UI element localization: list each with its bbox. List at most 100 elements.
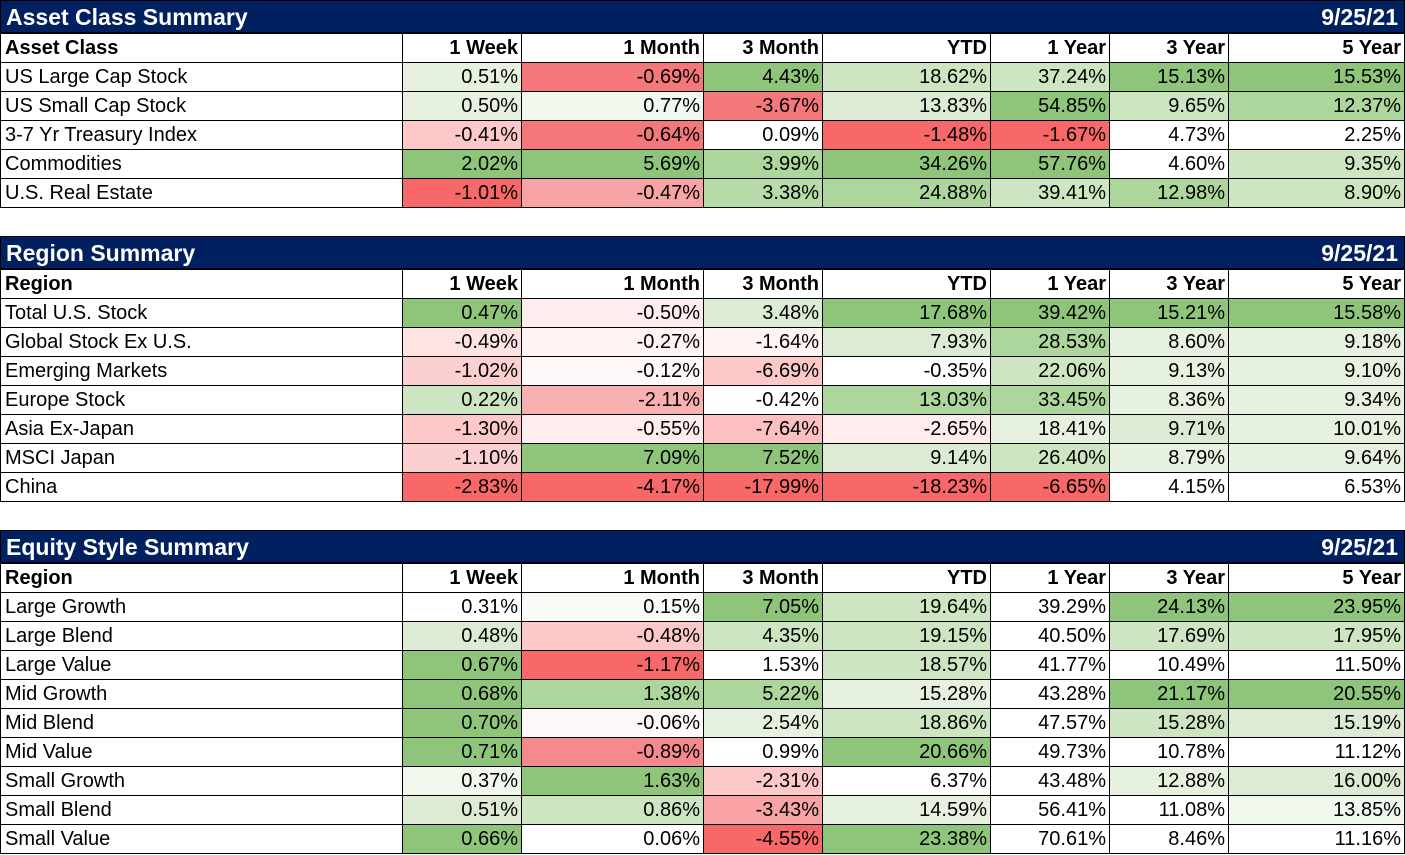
value-cell: 8.46% (1109, 824, 1229, 854)
value-cell: 7.09% (521, 443, 704, 473)
value-cell: 13.83% (822, 91, 991, 121)
value-cell: 22.06% (990, 356, 1110, 386)
value-cell: -1.02% (402, 356, 522, 386)
value-cell: 39.41% (990, 178, 1110, 208)
value-cell: 6.53% (1228, 472, 1405, 502)
row-label: China (0, 472, 403, 502)
value-cell: 21.17% (1109, 679, 1229, 709)
value-cell: 1.63% (521, 766, 704, 796)
row-label: US Large Cap Stock (0, 62, 403, 92)
table-row: U.S. Real Estate -1.01% -0.47% 3.38% 24.88% 3… (0, 178, 1405, 208)
row-label: Large Value (0, 650, 403, 680)
value-cell: -3.67% (703, 91, 823, 121)
value-cell: 37.24% (990, 62, 1110, 92)
value-cell: -6.65% (990, 472, 1110, 502)
row-label: Mid Blend (0, 708, 403, 738)
value-cell: 3.48% (703, 298, 823, 328)
value-cell: -18.23% (822, 472, 991, 502)
row-label: Total U.S. Stock (0, 298, 403, 328)
value-cell: 3.38% (703, 178, 823, 208)
value-cell: 13.85% (1228, 795, 1405, 825)
value-cell: -0.42% (703, 385, 823, 415)
column-header: 1 Week (402, 269, 522, 299)
value-cell: 9.65% (1109, 91, 1229, 121)
value-cell: 40.50% (990, 621, 1110, 651)
table-row: MSCI Japan -1.10% 7.09% 7.52% 9.14% 26.40% 8.7… (0, 443, 1405, 473)
value-cell: -0.64% (521, 120, 704, 150)
column-header: 3 Year (1109, 563, 1229, 593)
value-cell: 43.48% (990, 766, 1110, 796)
row-label: Small Growth (0, 766, 403, 796)
value-cell: 18.62% (822, 62, 991, 92)
value-cell: 15.13% (1109, 62, 1229, 92)
column-header: 1 Week (402, 563, 522, 593)
value-cell: 0.99% (703, 737, 823, 767)
value-cell: 12.88% (1109, 766, 1229, 796)
value-cell: 18.57% (822, 650, 991, 680)
value-cell: 7.05% (703, 592, 823, 622)
table-row: China -2.83% -4.17% -17.99% -18.23% -6.65% 4.1… (0, 472, 1405, 502)
value-cell: 9.34% (1228, 385, 1405, 415)
value-cell: 0.68% (402, 679, 522, 709)
value-cell: 15.28% (822, 679, 991, 709)
table-row: Asia Ex-Japan -1.30% -0.55% -7.64% -2.65% 18.… (0, 414, 1405, 444)
value-cell: 4.60% (1109, 149, 1229, 179)
row-label: US Small Cap Stock (0, 91, 403, 121)
value-cell: 9.71% (1109, 414, 1229, 444)
value-cell: 9.18% (1228, 327, 1405, 357)
value-cell: 4.15% (1109, 472, 1229, 502)
table-row: Europe Stock 0.22% -2.11% -0.42% 13.03% 33.45… (0, 385, 1405, 415)
value-cell: -2.31% (703, 766, 823, 796)
region-summary-section: Region Summary 9/25/21 Region 1 Week 1 Mon… (0, 236, 1405, 502)
value-cell: 4.43% (703, 62, 823, 92)
value-cell: 43.28% (990, 679, 1110, 709)
value-cell: 0.48% (402, 621, 522, 651)
value-cell: 0.06% (521, 824, 704, 854)
value-cell: -1.64% (703, 327, 823, 357)
value-cell: 39.42% (990, 298, 1110, 328)
row-label: Small Value (0, 824, 403, 854)
value-cell: 9.35% (1228, 149, 1405, 179)
value-cell: 0.51% (402, 795, 522, 825)
value-cell: 10.01% (1228, 414, 1405, 444)
value-cell: 15.53% (1228, 62, 1405, 92)
section-title: Region Summary (6, 240, 196, 266)
value-cell: 19.15% (822, 621, 991, 651)
column-header: Region (0, 269, 403, 299)
value-cell: 33.45% (990, 385, 1110, 415)
value-cell: 1.53% (703, 650, 823, 680)
value-cell: 15.19% (1228, 708, 1405, 738)
row-label: Large Growth (0, 592, 403, 622)
header-row: Region 1 Week 1 Month 3 Month YTD 1 Year 3 Yea… (0, 269, 1405, 299)
value-cell: 12.98% (1109, 178, 1229, 208)
value-cell: -0.48% (521, 621, 704, 651)
value-cell: 28.53% (990, 327, 1110, 357)
section-date: 9/25/21 (1321, 4, 1398, 30)
table-row: Mid Blend 0.70% -0.06% 2.54% 18.86% 47.57% 15.… (0, 708, 1405, 738)
value-cell: 9.14% (822, 443, 991, 473)
column-header: YTD (822, 269, 991, 299)
value-cell: 5.22% (703, 679, 823, 709)
value-cell: -0.49% (402, 327, 522, 357)
column-header: 1 Year (990, 563, 1110, 593)
header-row: Region 1 Week 1 Month 3 Month YTD 1 Year 3 Yea… (0, 563, 1405, 593)
column-header: 3 Month (703, 269, 823, 299)
value-cell: -2.83% (402, 472, 522, 502)
row-label: 3-7 Yr Treasury Index (0, 120, 403, 150)
value-cell: 14.59% (822, 795, 991, 825)
value-cell: -1.01% (402, 178, 522, 208)
table-row: Total U.S. Stock 0.47% -0.50% 3.48% 17.68% 39… (0, 298, 1405, 328)
section-title-bar: Asset Class Summary 9/25/21 (0, 0, 1405, 33)
value-cell: 10.49% (1109, 650, 1229, 680)
value-cell: 8.90% (1228, 178, 1405, 208)
value-cell: 41.77% (990, 650, 1110, 680)
column-header: Asset Class (0, 33, 403, 63)
value-cell: -0.12% (521, 356, 704, 386)
table-row: Small Growth 0.37% 1.63% -2.31% 6.37% 43.48% 1… (0, 766, 1405, 796)
value-cell: -1.10% (402, 443, 522, 473)
row-label: Large Blend (0, 621, 403, 651)
equity-style-summary-section: Equity Style Summary 9/25/21 Region 1 Wee… (0, 530, 1405, 854)
column-header: 1 Month (521, 269, 704, 299)
value-cell: 4.35% (703, 621, 823, 651)
value-cell: -2.11% (521, 385, 704, 415)
